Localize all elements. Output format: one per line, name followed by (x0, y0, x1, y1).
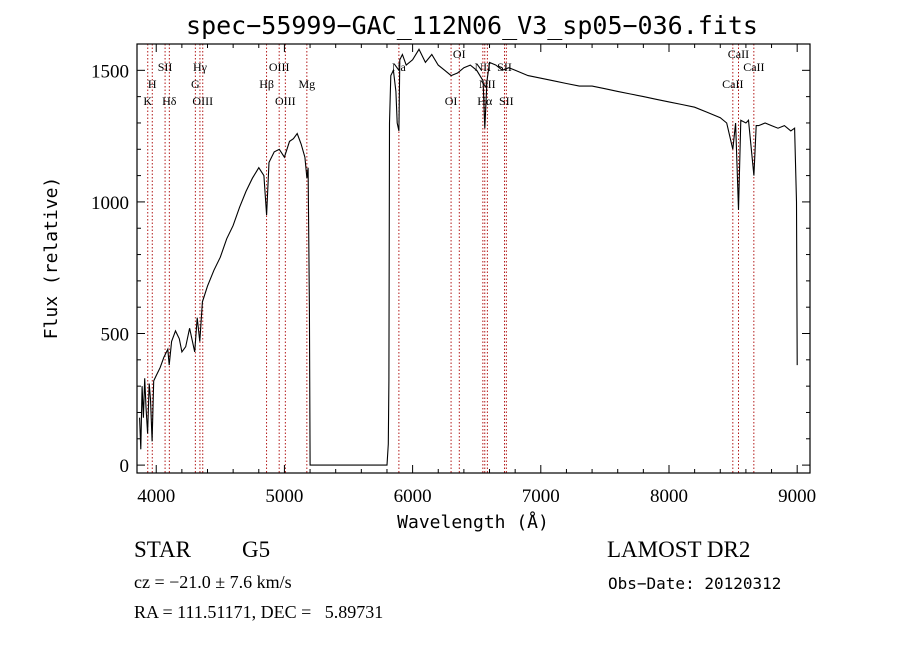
y-tick-label: 500 (101, 325, 130, 346)
plot-frame (136, 43, 811, 474)
spectral-line-label: Hα (477, 94, 493, 108)
spectral-line-label: K (143, 94, 152, 108)
redshift-text: cz = −21.0 ± 7.6 km/s (134, 572, 292, 592)
spectral-line-label: OIII (192, 94, 213, 108)
line-markers (147, 44, 755, 473)
x-tick-label: 4000 (137, 486, 175, 507)
y-tick-label: 1000 (91, 193, 129, 214)
spectral-line-label: OI (445, 94, 458, 108)
spectral-line-label: G (191, 77, 200, 91)
y-axis-label: Flux (relative) (41, 177, 62, 340)
spectral-line-label: SII (158, 60, 173, 74)
spectral-line-label: Hδ (162, 94, 177, 108)
y-tick-label: 0 (120, 456, 130, 477)
line-marker-labels: KHSIIHδHγGOIIIOIIIHβOIIIMgNaOIOINIIHαNII… (143, 47, 764, 108)
x-tick-label: 9000 (778, 486, 816, 507)
object-subclass: G5 (242, 537, 271, 562)
object-class: STAR (134, 537, 191, 562)
spectral-line-label: SII (497, 60, 512, 74)
spectral-line-label: CaII (722, 77, 743, 91)
y-axis-ticks: 0 500 1000 1500 (91, 61, 810, 477)
x-axis-label: Wavelength (Å) (397, 511, 549, 533)
x-tick-label: 5000 (265, 486, 303, 507)
x-axis-ticks: 4000 5000 6000 7000 8000 9000 (137, 44, 816, 507)
spectral-line-label: OIII (269, 60, 290, 74)
coordinates-text: RA = 111.51171, DEC = 5.89731 (134, 602, 384, 622)
spectral-line-label: CaII (728, 47, 749, 61)
observation-date: Obs−Date: 20120312 (608, 574, 782, 593)
spectral-line-label: CaII (743, 60, 764, 74)
x-tick-label: 8000 (650, 486, 688, 507)
spectral-line-label: NII (475, 60, 492, 74)
spectrum-line (139, 48, 798, 466)
spectral-line-label: H (148, 77, 157, 91)
chart-title: spec−55999−GAC_112N06_V3_sp05−036.fits (186, 11, 758, 40)
x-tick-label: 7000 (522, 486, 560, 507)
spectral-line-label: OIII (275, 94, 296, 108)
spectral-line-label: SII (499, 94, 514, 108)
spectral-line-label: Mg (299, 77, 316, 91)
spectral-line-label: Hβ (259, 77, 274, 91)
survey-name: LAMOST DR2 (607, 537, 751, 562)
x-tick-label: 6000 (394, 486, 432, 507)
y-tick-label: 1500 (91, 61, 129, 82)
spectral-line-label: OI (453, 47, 466, 61)
spectral-line-label: Hγ (193, 60, 208, 74)
